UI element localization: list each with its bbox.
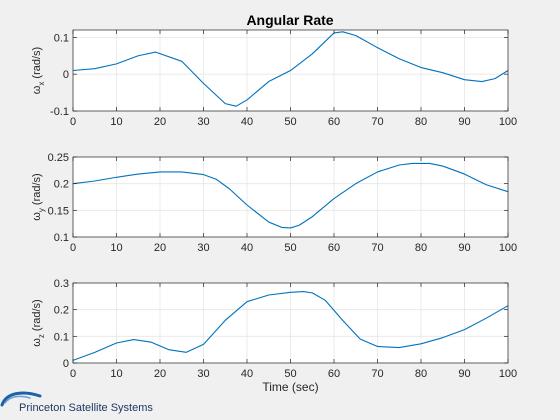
x-tick-label: 50: [284, 368, 296, 380]
x-tick-label: 70: [371, 116, 383, 128]
y-tick-label: -0.1: [50, 106, 69, 118]
x-tick-label: 50: [284, 116, 296, 128]
x-tick-label: 10: [110, 116, 122, 128]
y-axis-label-unit: (rad/s): [31, 47, 43, 79]
x-tick-label: 40: [241, 242, 253, 254]
y-axis-label: ωz (rad/s): [31, 299, 46, 346]
x-tick-label: 60: [328, 368, 340, 380]
figure-title: Angular Rate: [246, 12, 333, 28]
logo-swoosh-icon: [0, 391, 42, 407]
x-tick-label: 20: [154, 242, 166, 254]
x-tick-label: 0: [70, 116, 76, 128]
plots: 0 10 20 30 40 50 60 70 80 90 100-0.100.1ωx(rad/s)0…: [31, 29, 517, 394]
company-name: Princeton Satellite Systems: [19, 402, 153, 414]
x-tick-label: 70: [371, 242, 383, 254]
x-tick-label: 60: [328, 116, 340, 128]
y-axis-label-subscript: z: [37, 334, 46, 338]
x-tick-label: 90: [458, 116, 470, 128]
y-tick-label: 0.1: [54, 32, 69, 44]
x-tick-label: 80: [415, 368, 427, 380]
subplot-1: 0 10 20 30 40 50 60 70 80 90 100-0.100.1ωx(rad/s): [31, 29, 517, 128]
x-tick-label: 100: [499, 116, 517, 128]
x-tick-label: 60: [328, 242, 340, 254]
subplot-2: 0 10 20 30 40 50 60 70 80 90 100 0.1 0.15 0.2 0.25 ωy (r…: [31, 152, 517, 254]
x-tick-label: 50: [284, 242, 296, 254]
y-axis-label-subscript: x: [37, 82, 46, 86]
y-tick-label: 0.2: [54, 305, 69, 317]
y-axis-label-unit: (rad/s): [31, 299, 43, 331]
y-tick-label: 0.2: [54, 179, 69, 191]
company-logo: Princeton Satellite Systems: [0, 391, 153, 414]
x-tick-label: 0: [70, 242, 76, 254]
y-tick-label: 0.25: [48, 152, 69, 164]
x-tick-label: 80: [415, 242, 427, 254]
y-axis-label-symbol: ω: [31, 212, 43, 221]
x-tick-label: 30: [197, 242, 209, 254]
x-tick-label: 0: [70, 368, 76, 380]
y-axis-label-subscript: y: [37, 208, 46, 212]
x-tick-label: 20: [154, 368, 166, 380]
x-tick-label: 30: [197, 116, 209, 128]
x-tick-label: 40: [241, 116, 253, 128]
x-tick-label: 80: [415, 116, 427, 128]
x-tick-label: 30: [197, 368, 209, 380]
x-tick-label: 20: [154, 116, 166, 128]
x-tick-label: 70: [371, 368, 383, 380]
x-tick-label: 90: [458, 242, 470, 254]
series-line-1: [72, 31, 509, 107]
y-axis-label-symbol: ω: [31, 85, 43, 94]
y-tick-label: 0: [63, 358, 69, 370]
series-line-1: [72, 162, 509, 229]
y-tick-label: 0.15: [48, 205, 69, 217]
x-tick-label: 90: [458, 368, 470, 380]
x-tick-label: 100: [499, 242, 517, 254]
y-axis-label: ωy (rad/s): [31, 173, 46, 220]
y-axis-label-symbol: ω: [31, 338, 43, 347]
y-tick-label: 0: [63, 69, 69, 81]
y-tick-label: 0.1: [54, 331, 69, 343]
y-tick-label: 0.1: [54, 232, 69, 244]
y-axis-label: ωx (rad/s): [31, 47, 46, 94]
x-tick-label: 10: [110, 368, 122, 380]
series-line-1: [72, 290, 509, 361]
y-axis-label-unit: (rad/s): [31, 173, 43, 205]
y-tick-label: 0.3: [54, 278, 69, 290]
x-axis-label: Time (sec): [262, 380, 318, 394]
subplot-3: 0 10 20 30 40 50 60 70 80 90 100 0 0.1 0.2 0.3 ωz (rad/s…: [31, 278, 517, 394]
x-tick-label: 40: [241, 368, 253, 380]
logo-swoosh-inner-icon: [4, 395, 31, 404]
x-tick-label: 10: [110, 242, 122, 254]
x-tick-label: 100: [499, 368, 517, 380]
